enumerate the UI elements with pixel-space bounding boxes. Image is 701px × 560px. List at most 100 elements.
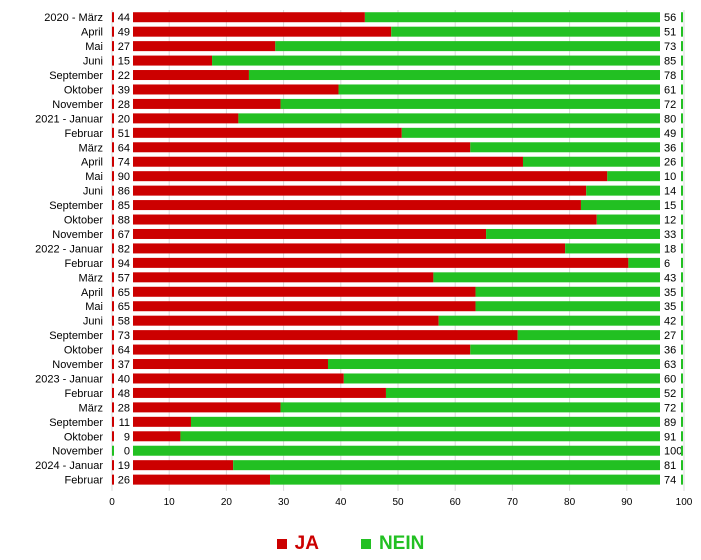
- bar-nein: [190, 416, 660, 427]
- nein-value-label: 43: [664, 272, 676, 284]
- row-marker: [112, 387, 114, 398]
- category-label: Februar: [64, 128, 103, 140]
- row-marker: [112, 156, 114, 167]
- bar-ja: [133, 70, 249, 81]
- bar-ja: [133, 214, 597, 225]
- bar-nein: [565, 243, 660, 254]
- row-marker: [681, 98, 683, 109]
- ja-value-label: 27: [118, 41, 130, 53]
- ja-value-label: 49: [118, 27, 130, 39]
- row-marker: [681, 416, 683, 427]
- category-label: März: [79, 402, 103, 414]
- legend-item-ja: JA: [276, 533, 319, 555]
- bar-ja: [133, 460, 234, 471]
- row-marker: [681, 12, 683, 23]
- category-label: 2020 - März: [44, 12, 103, 24]
- legend-label-nein: NEIN: [378, 533, 425, 554]
- bar-ja: [133, 301, 476, 312]
- bar-nein: [343, 373, 660, 384]
- row-marker: [112, 84, 114, 95]
- row-marker: [112, 460, 114, 471]
- nein-value-label: 72: [664, 402, 676, 414]
- ja-value-label: 51: [118, 128, 130, 140]
- category-label: Oktober: [64, 215, 103, 227]
- row-marker: [112, 214, 114, 225]
- bar-ja: [133, 243, 566, 254]
- row-marker: [681, 70, 683, 81]
- category-label: 2021 - Januar: [35, 113, 103, 125]
- category-label: April: [81, 287, 103, 299]
- row-marker: [112, 171, 114, 182]
- row-marker: [681, 228, 683, 239]
- row-marker: [681, 301, 683, 312]
- row-marker: [681, 359, 683, 370]
- bar-nein: [596, 214, 660, 225]
- row-marker: [112, 185, 114, 196]
- bar-ja: [133, 373, 344, 384]
- row-marker: [681, 243, 683, 254]
- x-tick-label: 0: [109, 497, 115, 508]
- row-marker: [112, 142, 114, 153]
- ja-value-label: 94: [118, 258, 130, 270]
- row-marker: [681, 55, 683, 66]
- ja-value-label: 44: [118, 12, 130, 24]
- row-marker: [681, 315, 683, 326]
- bar-ja: [133, 416, 191, 427]
- category-label: November: [52, 99, 103, 111]
- ja-value-label: 64: [118, 142, 130, 154]
- row-marker: [112, 228, 114, 239]
- nein-value-label: 52: [664, 388, 676, 400]
- x-tick-label: 60: [450, 497, 462, 508]
- category-label: Juni: [83, 56, 103, 68]
- category-label: Mai: [85, 301, 103, 313]
- bar-ja: [133, 286, 476, 297]
- x-tick-label: 30: [278, 497, 290, 508]
- ja-value-label: 48: [118, 388, 130, 400]
- nein-value-label: 35: [664, 287, 676, 299]
- category-label: November: [52, 229, 103, 241]
- ja-value-label: 28: [118, 99, 130, 111]
- x-tick-label: 40: [335, 497, 347, 508]
- row-marker: [112, 445, 114, 456]
- row-marker: [112, 113, 114, 124]
- row-marker: [681, 26, 683, 37]
- bar-nein: [233, 460, 660, 471]
- nein-value-label: 85: [664, 56, 676, 68]
- row-marker: [681, 171, 683, 182]
- bar-ja: [133, 26, 392, 37]
- x-tick-label: 10: [164, 497, 176, 508]
- bar-nein: [401, 127, 660, 138]
- x-tick-label: 70: [507, 497, 519, 508]
- bar-nein: [522, 156, 660, 167]
- row-marker: [112, 359, 114, 370]
- category-label: April: [81, 27, 103, 39]
- ja-value-label: 65: [118, 301, 130, 313]
- row-marker: [681, 41, 683, 52]
- bar-nein: [580, 200, 660, 211]
- bar-ja: [133, 41, 276, 52]
- ja-value-label: 20: [118, 113, 130, 125]
- nein-value-label: 36: [664, 142, 676, 154]
- row-marker: [681, 460, 683, 471]
- category-label: Juni: [83, 316, 103, 328]
- category-label: September: [49, 200, 103, 212]
- nein-value-label: 74: [664, 475, 676, 487]
- legend-swatch-ja: [276, 539, 287, 549]
- row-marker: [112, 330, 114, 341]
- bar-ja: [133, 156, 523, 167]
- bar-nein: [338, 84, 660, 95]
- nein-value-label: 36: [664, 345, 676, 357]
- bar-ja: [133, 228, 487, 239]
- ja-value-label: 58: [118, 316, 130, 328]
- bar-nein: [238, 113, 660, 124]
- row-marker: [681, 200, 683, 211]
- bar-nein: [470, 344, 660, 355]
- bar-nein: [133, 445, 660, 456]
- row-marker: [112, 286, 114, 297]
- bar-ja: [133, 84, 339, 95]
- row-marker: [112, 70, 114, 81]
- category-label: 2023 - Januar: [35, 373, 103, 385]
- nein-value-label: 51: [664, 27, 676, 39]
- legend-label-ja: JA: [294, 533, 319, 554]
- row-marker: [112, 55, 114, 66]
